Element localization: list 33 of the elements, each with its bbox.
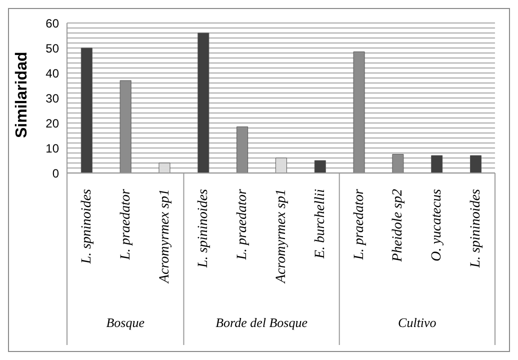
bar (275, 158, 287, 173)
bar (120, 80, 132, 173)
bar (198, 32, 210, 173)
text: Cultivo (398, 315, 437, 330)
bar (392, 154, 404, 173)
x-tick-label: Acromyrmex sp1 (157, 189, 172, 284)
bar (470, 155, 482, 173)
x-tick-label: E. burchellii (312, 188, 328, 260)
x-tick-label: L. praedator (352, 188, 367, 261)
y-tick-label: 30 (46, 91, 60, 106)
x-tick-label: L. praedator (118, 188, 134, 261)
x-tick-label: Pheidole sp2 (390, 189, 406, 263)
x-tick-label: L. spininoides (196, 188, 212, 269)
text: Borde del Bosque (216, 315, 308, 330)
y-tick-label: 0 (52, 166, 60, 180)
bar (236, 126, 248, 173)
bar (314, 160, 326, 173)
y-tick-label: 20 (46, 116, 60, 130)
y-tick-label: 10 (46, 141, 60, 156)
y-tick-label: 40 (46, 66, 60, 80)
bar (80, 48, 92, 173)
bar (158, 162, 170, 173)
x-tick-label: L. spininoides (468, 188, 484, 269)
x-tick-label: L. praedator (235, 188, 250, 261)
y-tick-label: 50 (46, 41, 60, 56)
y-axis-title: Similaridad (14, 52, 31, 138)
x-tick-label: Acromyrmex sp1 (274, 189, 289, 284)
y-tick-label: 60 (46, 16, 60, 30)
x-tick-label: O. yucatecus (430, 188, 445, 262)
bar (431, 155, 443, 173)
x-tick-label: L. spninoides (79, 188, 94, 265)
bar (353, 52, 365, 173)
text: Bosque (106, 315, 145, 330)
